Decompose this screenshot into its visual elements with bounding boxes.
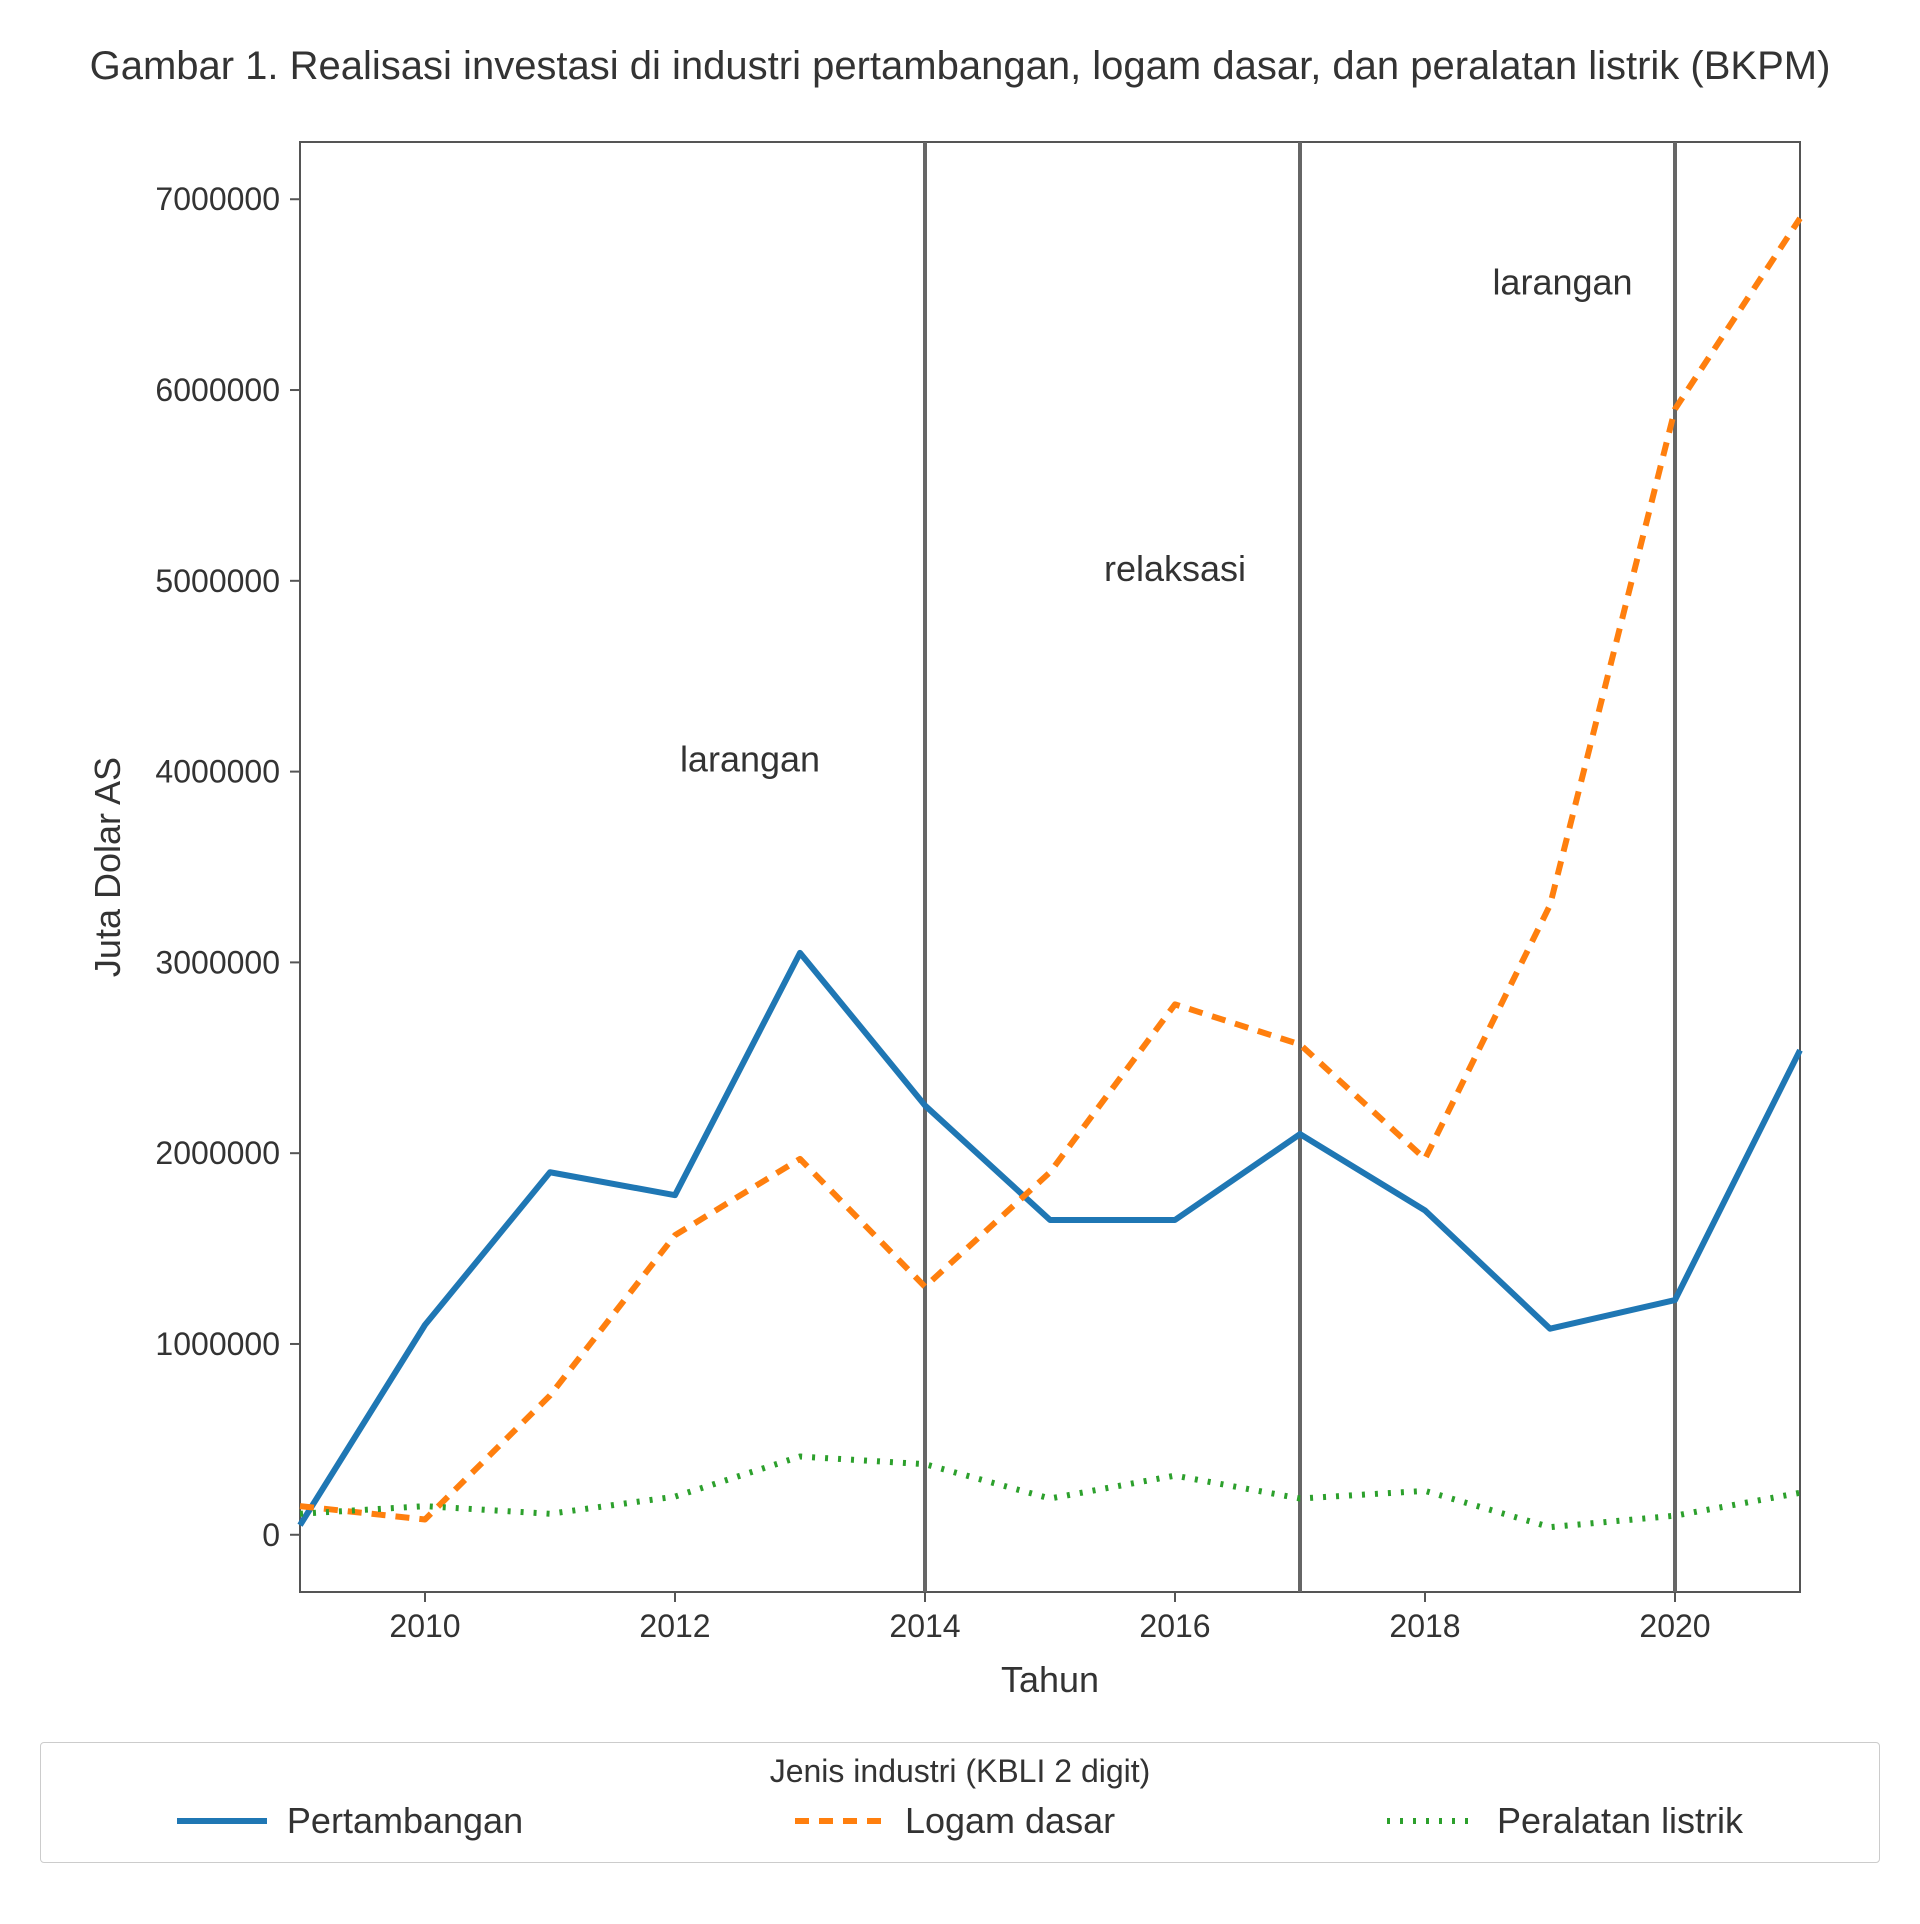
y-tick-label: 1000000 <box>155 1326 280 1362</box>
series-line <box>300 1457 1800 1528</box>
y-tick-label: 7000000 <box>155 181 280 217</box>
y-tick-label: 6000000 <box>155 372 280 408</box>
legend-item: Logam dasar <box>795 1800 1115 1842</box>
x-tick-label: 2014 <box>889 1608 960 1644</box>
y-tick-label: 5000000 <box>155 563 280 599</box>
legend: Jenis industri (KBLI 2 digit) Pertambang… <box>40 1742 1880 1863</box>
chart-container: Gambar 1. Realisasi investasi di industr… <box>40 40 1880 1863</box>
legend-label: Peralatan listrik <box>1497 1800 1743 1842</box>
legend-item: Peralatan listrik <box>1387 1800 1743 1842</box>
legend-item: Pertambangan <box>177 1800 523 1842</box>
legend-row: Pertambangan Logam dasar Peralatan listrik <box>71 1800 1849 1842</box>
legend-swatch <box>795 1803 885 1839</box>
annotation-text: relaksasi <box>1104 548 1246 589</box>
series-line <box>300 953 1800 1525</box>
x-tick-label: 2016 <box>1139 1608 1210 1644</box>
y-axis-label: Juta Dolar AS <box>87 757 128 977</box>
legend-label: Logam dasar <box>905 1800 1115 1842</box>
line-chart: larangan relaksasi larangan 2010 2012 2014 201… <box>40 122 1860 1722</box>
y-tick-label: 4000000 <box>155 754 280 790</box>
legend-label: Pertambangan <box>287 1800 523 1842</box>
y-tick-label: 0 <box>262 1517 280 1553</box>
x-tick-label: 2010 <box>389 1608 460 1644</box>
y-tick-label: 3000000 <box>155 944 280 980</box>
annotation-text: larangan <box>680 739 820 780</box>
annotation-text: larangan <box>1492 262 1632 303</box>
chart-title: Gambar 1. Realisasi investasi di industr… <box>40 40 1880 92</box>
legend-swatch <box>1387 1803 1477 1839</box>
plot-border <box>300 142 1800 1592</box>
x-tick-label: 2020 <box>1639 1608 1710 1644</box>
x-tick-label: 2012 <box>639 1608 710 1644</box>
legend-swatch <box>177 1803 267 1839</box>
x-tick-label: 2018 <box>1389 1608 1460 1644</box>
y-tick-label: 2000000 <box>155 1135 280 1171</box>
x-axis-label: Tahun <box>1001 1659 1099 1700</box>
legend-title: Jenis industri (KBLI 2 digit) <box>71 1753 1849 1790</box>
